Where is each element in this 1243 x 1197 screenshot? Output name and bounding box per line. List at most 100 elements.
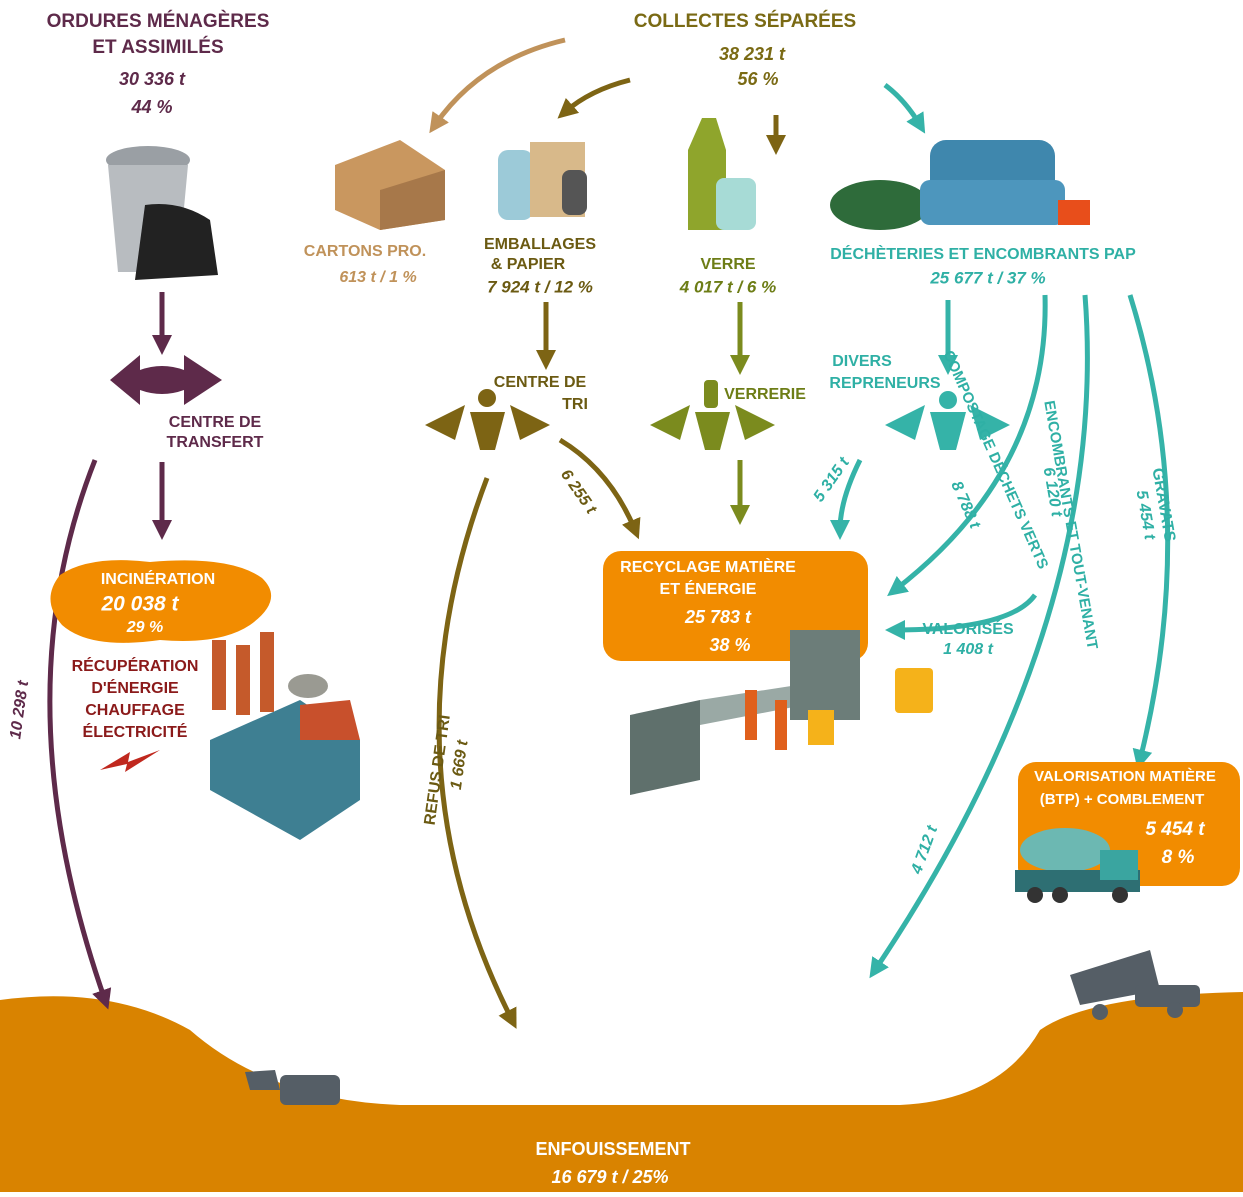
label: RECYCLAGE MATIÈRE (620, 557, 796, 576)
plant-part (288, 674, 328, 698)
glass-icon-part (650, 405, 690, 440)
body: ORDURES MÉNAGÈRES ET ASSIMILÉS 30 336 t … (0, 0, 1243, 1192)
label: TRANSFERT (167, 434, 264, 451)
bulldozer-part (245, 1070, 280, 1090)
amount: 16 679 t / 25% (551, 1167, 668, 1187)
dump-truck-part (1167, 1002, 1183, 1018)
trash-bin-part (135, 204, 218, 280)
amount: 4 017 t / 6 % (679, 277, 776, 296)
flow-amount: 6 255 t (557, 467, 600, 518)
label: & PAPIER (491, 256, 566, 273)
label: VERRE (700, 256, 755, 273)
title: ET ASSIMILÉS (92, 36, 223, 58)
buyers-icon-part (939, 391, 957, 409)
sofa-part (920, 180, 1065, 225)
transfer-icon (110, 355, 222, 405)
arrow (435, 40, 565, 125)
transfer-icon-part (110, 355, 222, 405)
sorting-line-part (895, 668, 933, 713)
share: 29 % (126, 619, 163, 636)
label: TRI (562, 396, 588, 413)
sorting-line-part (775, 700, 787, 750)
arrow (439, 478, 512, 1020)
tonnage: 30 336 t (119, 69, 186, 89)
landfill (0, 992, 1243, 1192)
glass-icon-part (695, 412, 730, 450)
glass-icon-part (704, 380, 718, 408)
flow-label: REFUS DE TRI (422, 714, 454, 826)
buyers-icon-part (885, 405, 925, 440)
share: 38 % (709, 635, 750, 655)
label: CENTRE DE (494, 374, 587, 391)
sort-icon-part (470, 412, 505, 450)
plant-part (212, 640, 226, 710)
sort-icon-part (425, 405, 465, 440)
amount: 25 677 t / 37 % (929, 268, 1045, 287)
label: ENFOUISSEMENT (535, 1139, 690, 1159)
mixer-truck-part (1052, 887, 1068, 903)
tonnage: 20 038 t (100, 593, 179, 616)
share: 44 % (130, 97, 172, 117)
lightning (100, 750, 160, 772)
label: CENTRE DE (169, 414, 262, 431)
tonnage: 38 231 t (719, 44, 786, 64)
sorting-line-part (808, 710, 834, 745)
flow-amount: 1 669 t (448, 738, 472, 790)
label: EMBALLAGES (484, 236, 596, 253)
plant-part (260, 632, 274, 712)
packaging-part (562, 170, 587, 215)
glass-icon-part (735, 405, 775, 440)
arrow (565, 80, 630, 112)
glass-part (716, 178, 756, 230)
amount: 7 924 t / 12 % (487, 277, 593, 296)
mixer-truck-part (1112, 887, 1128, 903)
share: 56 % (737, 69, 778, 89)
diagram: ORDURES MÉNAGÈRES ET ASSIMILÉS 30 336 t … (0, 0, 1243, 1192)
buyers-icon-part (930, 412, 966, 450)
label: CHAUFFAGE (85, 702, 185, 719)
plant-part (236, 645, 250, 715)
sofa-part (830, 180, 930, 230)
carton (335, 140, 445, 230)
flow-amount: 1 408 t (943, 641, 993, 658)
label: D'ÉNERGIE (91, 678, 179, 697)
label: CARTONS PRO. (304, 243, 426, 260)
label: ÉLECTRICITÉ (83, 722, 188, 741)
arrow (885, 85, 920, 125)
label: ET ÉNERGIE (660, 579, 757, 598)
label: RÉCUPÉRATION (72, 656, 199, 675)
label: INCINÉRATION (101, 569, 215, 588)
label: (BTP) + COMBLEMENT (1040, 791, 1205, 808)
label: REPRENEURS (829, 375, 940, 392)
packaging-part (498, 150, 533, 220)
glass (688, 118, 756, 230)
label: DIVERS (832, 353, 892, 370)
mixer-truck-part (1100, 850, 1138, 880)
title: ORDURES MÉNAGÈRES (47, 10, 270, 32)
packaging (498, 142, 587, 220)
title: COLLECTES SÉPARÉES (634, 10, 856, 32)
sort-icon (425, 389, 550, 450)
trash-bin (106, 146, 218, 280)
plant (210, 632, 360, 840)
mixer-truck-part (1020, 828, 1110, 872)
mixer-truck-part (1027, 887, 1043, 903)
sorting-line-part (790, 630, 860, 720)
plant-part (300, 700, 360, 740)
label: DÉCHÈTERIES ET ENCOMBRANTS PAP (830, 244, 1136, 263)
bulldozer-part (280, 1075, 340, 1105)
sofa (830, 140, 1090, 230)
flow-label: VALORISÉS (922, 619, 1014, 638)
amount: 613 t / 1 % (339, 269, 416, 286)
tonnage: 5 454 t (1145, 819, 1205, 840)
dump-truck-part (1092, 1004, 1108, 1020)
share: 8 % (1162, 847, 1195, 868)
dump-truck-part (1135, 985, 1200, 1007)
flow-amount: 10 298 t (7, 679, 32, 740)
arrow (895, 295, 1045, 590)
page: Flux des déchets {"ordures": {"title_lin… (0, 0, 1243, 1192)
label: VERRERIE (724, 386, 806, 403)
sorting-line-part (745, 690, 757, 740)
tonnage: 25 783 t (684, 607, 752, 627)
sort-icon-part (478, 389, 496, 407)
